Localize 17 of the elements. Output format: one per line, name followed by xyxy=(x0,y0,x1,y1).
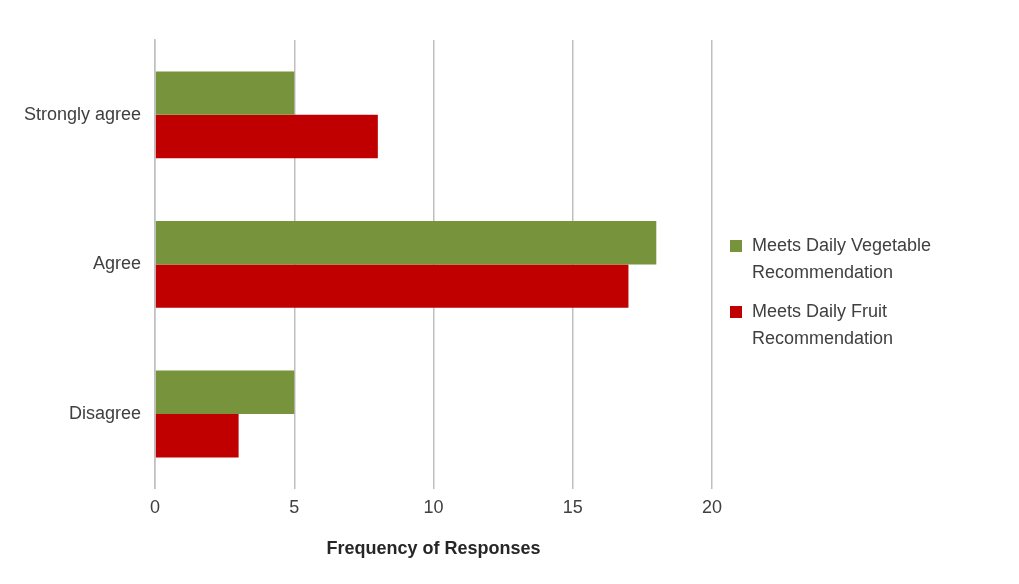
bar xyxy=(155,221,657,265)
bar xyxy=(155,71,295,115)
x-tick-label: 5 xyxy=(289,496,300,517)
x-axis-title: Frequency of Responses xyxy=(326,538,541,559)
y-tick-label: Strongly agree xyxy=(23,103,142,124)
y-tick-label: Disagree xyxy=(69,402,142,423)
x-tick-label: 0 xyxy=(150,496,161,517)
x-tick-label: 15 xyxy=(562,496,583,517)
legend-label: Meets Daily Vegetable Recommendation xyxy=(752,234,933,284)
legend-label: Meets Daily Fruit Recommendation xyxy=(752,300,895,350)
bar xyxy=(155,370,295,414)
bar xyxy=(155,414,239,458)
y-tick-label: Agree xyxy=(93,253,142,274)
bar xyxy=(155,264,629,308)
x-tick-label: 20 xyxy=(701,496,722,517)
x-tick-label: 10 xyxy=(423,496,444,517)
bar xyxy=(155,114,378,159)
